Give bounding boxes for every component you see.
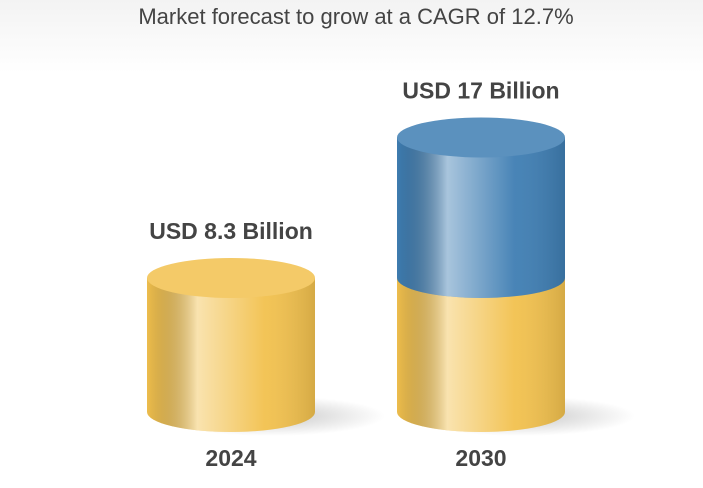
value-label: USD 17 Billion <box>402 78 559 104</box>
cylinder-shading <box>147 277 315 432</box>
chart-title: Market forecast to grow at a CAGR of 12.… <box>138 4 573 29</box>
cylinder-shading <box>397 137 565 298</box>
x-tick-label: 2030 <box>455 445 506 471</box>
cylinder-top <box>397 117 565 158</box>
cylinder-top <box>147 257 315 298</box>
cylinder-top-highlight <box>397 117 565 158</box>
value-label: USD 8.3 Billion <box>149 218 313 244</box>
x-tick-label: 2024 <box>205 445 256 471</box>
cylinder-shading <box>397 277 565 432</box>
cylinder-top-highlight <box>147 257 315 298</box>
